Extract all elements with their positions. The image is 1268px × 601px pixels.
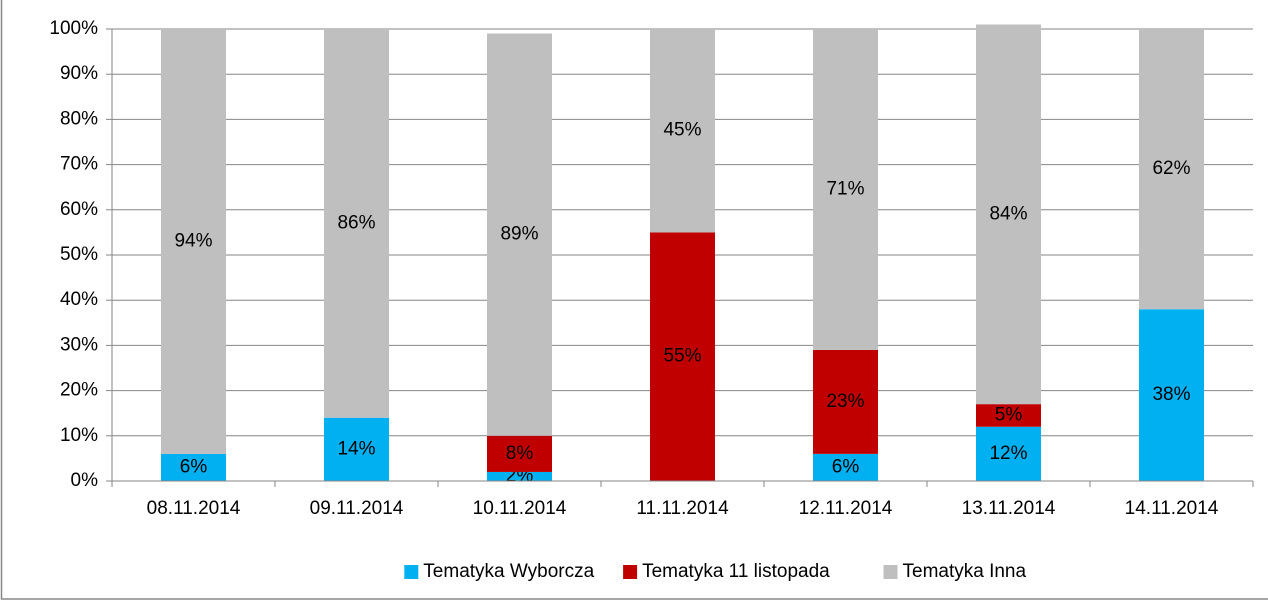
- data-label: 84%: [989, 203, 1027, 224]
- y-tick-label: 10%: [60, 425, 98, 446]
- bar-segment: [813, 349, 878, 454]
- legend-label: Tematyka Inna: [903, 561, 1027, 582]
- data-label: 14%: [337, 438, 375, 459]
- bar-segment: [813, 453, 878, 481]
- bar-segment: [324, 29, 389, 418]
- legend-swatch: [623, 565, 638, 579]
- y-tick-label: 30%: [60, 334, 98, 355]
- data-label: 23%: [826, 391, 864, 412]
- data-label: 8%: [506, 443, 534, 464]
- data-label: 38%: [1152, 384, 1190, 405]
- x-tick-label: 11.11.2014: [636, 498, 729, 519]
- y-tick-label: 90%: [60, 63, 98, 84]
- x-tick-label: 13.11.2014: [962, 498, 1056, 519]
- bar-segment: [650, 232, 715, 481]
- y-tick-label: 80%: [60, 108, 98, 129]
- y-tick-label: 20%: [60, 380, 98, 401]
- data-label: 71%: [826, 178, 864, 199]
- data-label: 86%: [337, 212, 375, 233]
- data-label: 62%: [1152, 158, 1190, 179]
- legend-swatch: [883, 565, 898, 579]
- data-label: 6%: [832, 456, 860, 477]
- x-tick-label: 09.11.2014: [310, 498, 404, 519]
- bar-segment: [487, 435, 552, 472]
- data-label: 94%: [174, 230, 212, 251]
- legend-label: Tematyka 11 listopada: [642, 561, 830, 582]
- x-tick-label: 10.11.2014: [473, 498, 567, 519]
- bar-segment: [161, 29, 226, 454]
- y-tick-label: 60%: [60, 199, 98, 220]
- data-label: 45%: [663, 120, 701, 141]
- legend-label: Tematyka Wyborcza: [423, 561, 594, 582]
- x-tick-label: 14.11.2014: [1125, 498, 1219, 519]
- bar-segment: [324, 417, 389, 481]
- y-tick-label: 0%: [71, 470, 99, 491]
- bar-segment: [976, 24, 1041, 405]
- data-label: 5%: [995, 404, 1023, 425]
- bar-segment: [1139, 29, 1204, 310]
- x-tick-label: 08.11.2014: [147, 498, 241, 519]
- data-label: 12%: [989, 443, 1027, 464]
- data-label: 55%: [663, 346, 701, 367]
- y-tick-label: 70%: [60, 154, 98, 175]
- data-label: 89%: [500, 224, 538, 245]
- x-tick-label: 12.11.2014: [799, 498, 893, 519]
- bar-segment: [487, 33, 552, 436]
- bar-segment: [976, 404, 1041, 427]
- y-tick-label: 50%: [60, 244, 98, 265]
- bar-segment: [1139, 309, 1204, 481]
- bar-segment: [813, 29, 878, 350]
- bar-segment: [650, 29, 715, 233]
- bar-segment: [161, 453, 226, 481]
- bar-segment: [487, 471, 552, 481]
- y-tick-label: 100%: [49, 18, 98, 39]
- bar-segment: [976, 426, 1041, 481]
- legend-swatch: [404, 565, 419, 579]
- data-label: 6%: [180, 456, 208, 477]
- y-tick-label: 40%: [60, 289, 98, 310]
